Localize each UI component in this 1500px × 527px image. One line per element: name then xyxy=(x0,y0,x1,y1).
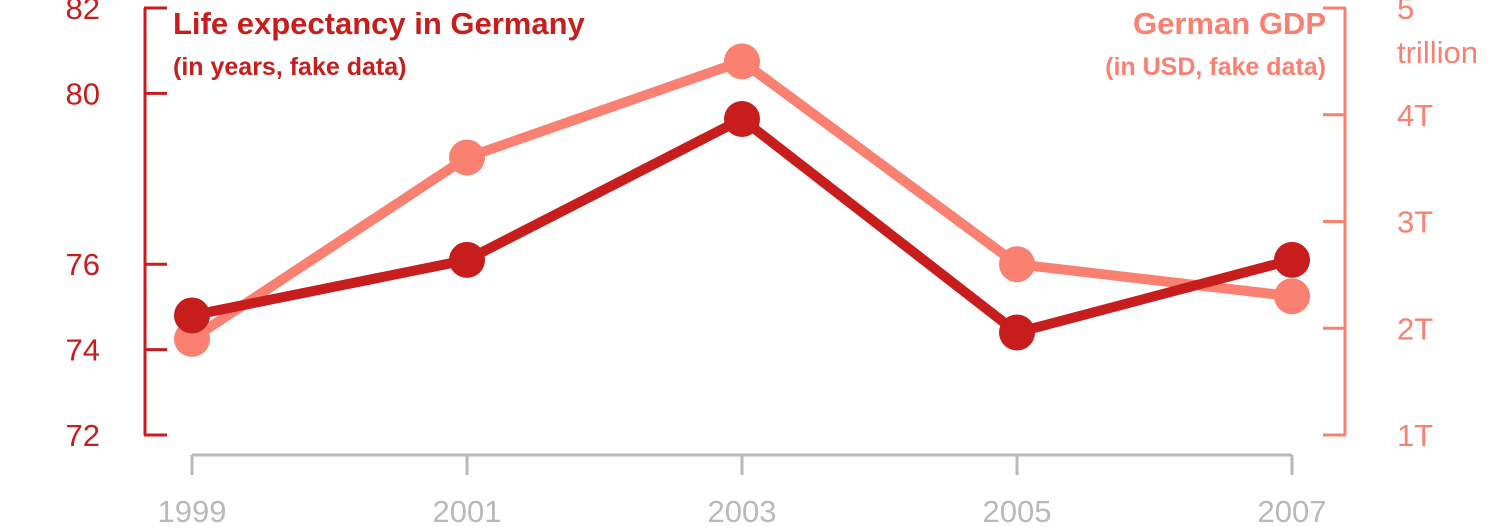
life-expectancy-point xyxy=(999,314,1035,351)
left-tick-label: 74 xyxy=(66,333,100,368)
x-tick-label: 2007 xyxy=(1258,494,1327,527)
right-tick-label: 1T xyxy=(1397,418,1433,453)
left-axis-ticks: 72 74 76 80 82 xyxy=(66,0,167,453)
right-axis-subtitle: (in USD, fake data) xyxy=(1105,53,1326,81)
left-tick-label: 76 xyxy=(66,247,100,282)
left-axis-subtitle: (in years, fake data) xyxy=(173,53,406,81)
life-expectancy-point xyxy=(449,241,485,278)
x-tick-label: 1999 xyxy=(158,494,227,527)
right-axis-title: German GDP xyxy=(1133,6,1326,41)
series-life-expectancy xyxy=(174,101,1310,351)
x-axis-ticks: 1999 2001 2003 2005 2007 xyxy=(158,455,1327,527)
left-axis-title: Life expectancy in Germany xyxy=(173,6,586,41)
right-axis-ticks: 1T 2T 3T 4T 5 trillion xyxy=(1323,0,1478,453)
right-tick-unit-label: trillion xyxy=(1397,35,1478,70)
right-tick-label: 3T xyxy=(1397,205,1433,240)
right-tick-label: 4T xyxy=(1397,98,1433,133)
x-tick-label: 2001 xyxy=(433,494,502,527)
gdp-point xyxy=(1274,278,1310,315)
life-expectancy-point xyxy=(1274,241,1310,278)
left-tick-label: 82 xyxy=(66,0,100,26)
life-expectancy-point xyxy=(174,297,210,334)
x-tick-label: 2003 xyxy=(708,494,777,527)
gdp-point xyxy=(999,246,1035,283)
right-tick-label: 2T xyxy=(1397,311,1433,346)
series-layer xyxy=(174,43,1310,357)
gdp-point xyxy=(724,43,760,80)
left-tick-label: 80 xyxy=(66,76,100,111)
gdp-point xyxy=(449,139,485,176)
series-gdp xyxy=(174,43,1310,357)
life-expectancy-point xyxy=(724,101,760,138)
x-tick-label: 2005 xyxy=(983,494,1052,527)
right-tick-label: 5 xyxy=(1397,0,1414,26)
left-tick-label: 72 xyxy=(66,418,100,453)
